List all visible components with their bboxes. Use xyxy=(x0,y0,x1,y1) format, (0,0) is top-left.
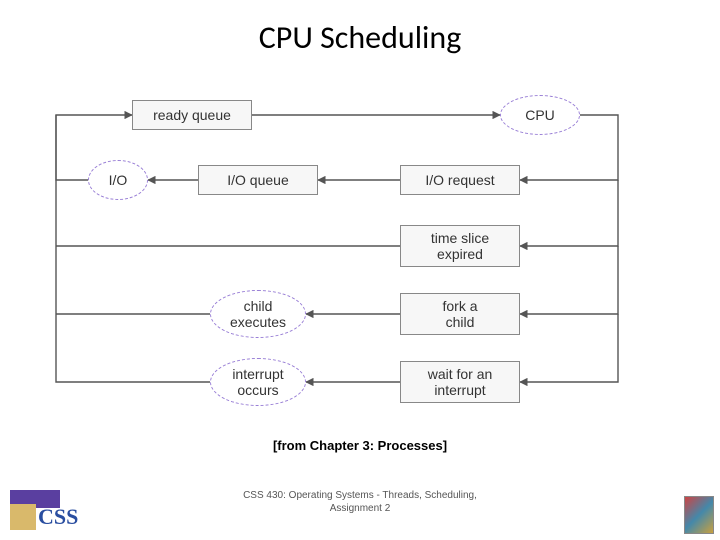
node-io-queue: I/O queue xyxy=(198,165,318,195)
book-thumbnail xyxy=(684,496,714,534)
css-logo-text: CSS xyxy=(38,504,78,530)
node-child-exec: childexecutes xyxy=(210,290,306,338)
footer-line1: CSS 430: Operating Systems - Threads, Sc… xyxy=(243,490,477,501)
edge-10 xyxy=(520,314,618,382)
node-wait-int: wait for aninterrupt xyxy=(400,361,520,403)
footer-line2: Assignment 2 xyxy=(330,503,391,514)
node-cpu: CPU xyxy=(500,95,580,135)
source-caption: [from Chapter 3: Processes] xyxy=(0,438,720,453)
node-fork: fork achild xyxy=(400,293,520,335)
slide-logo: CSS xyxy=(10,490,130,532)
diagram-edges xyxy=(0,0,720,540)
edge-5 xyxy=(520,180,618,246)
slide: { "title": { "text": "CPU Scheduling", "… xyxy=(0,0,720,540)
page-title: CPU Scheduling xyxy=(0,18,720,57)
edge-12 xyxy=(56,115,210,382)
node-io-request: I/O request xyxy=(400,165,520,195)
node-time-slice: time sliceexpired xyxy=(400,225,520,267)
node-int-occurs: interruptoccurs xyxy=(210,358,306,406)
node-io: I/O xyxy=(88,160,148,200)
node-ready-queue: ready queue xyxy=(132,100,252,130)
edge-7 xyxy=(520,246,618,314)
